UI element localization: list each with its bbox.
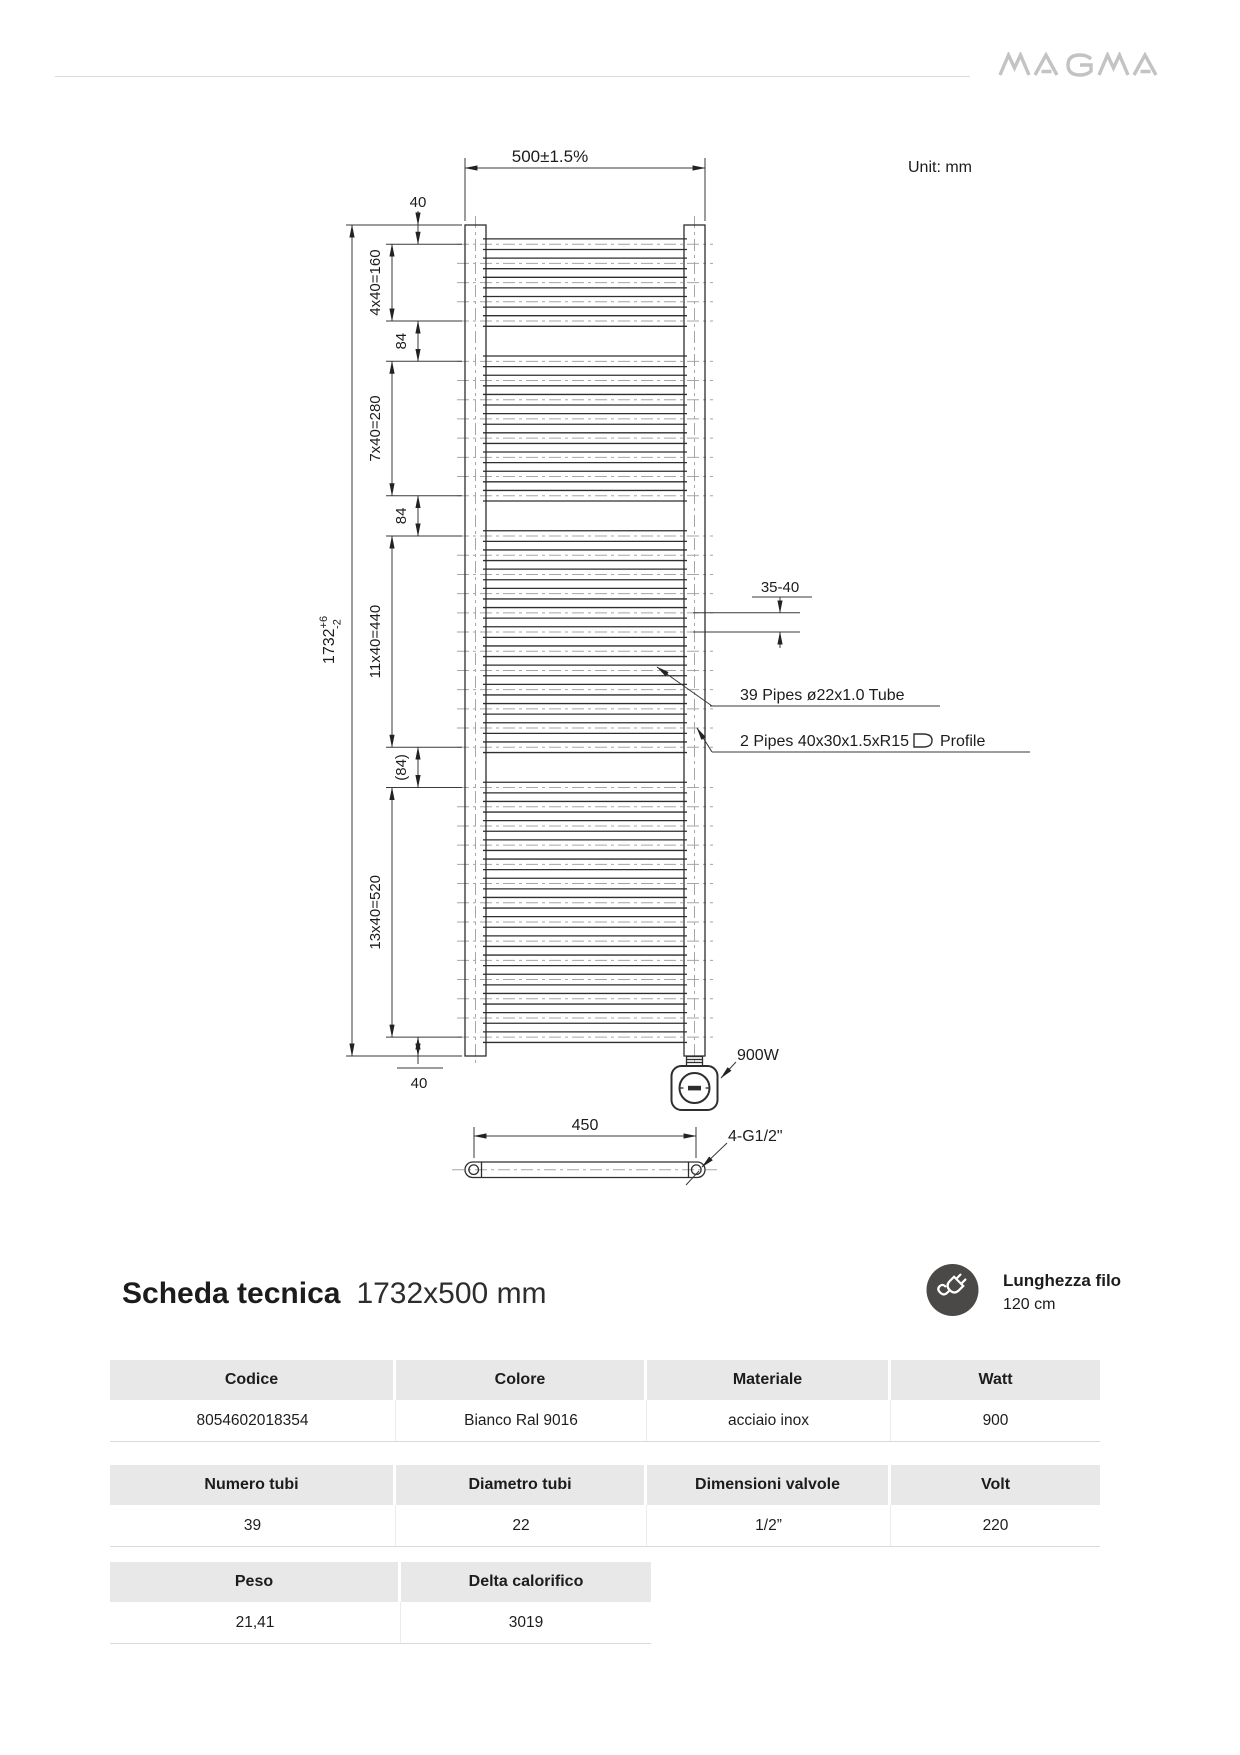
dim-width-450-label: 450: [572, 1117, 599, 1134]
dim-group1-label: 4x40=160: [367, 249, 384, 315]
col-header-colore: Colore: [396, 1360, 647, 1400]
dim-height-label: 1732+6 -2: [318, 616, 344, 664]
table-row: 21,41 3019: [110, 1602, 651, 1644]
dim-group4-label: 13x40=520: [367, 875, 384, 950]
pipes: [457, 238, 713, 1044]
col-header-materiale: Materiale: [647, 1360, 891, 1400]
col-header-diametro-tubi: Diametro tubi: [396, 1465, 647, 1505]
page-title-size: 1732x500 mm: [356, 1277, 547, 1310]
dim-wall-bracket: 35-40: [693, 579, 812, 648]
dim-height-1732: 1732+6 -2: [318, 224, 462, 1057]
dim-group3-label: 11x40=440: [367, 605, 384, 679]
col-header-delta-calorifico: Delta calorifico: [401, 1562, 651, 1602]
cell-peso: 21,41: [110, 1602, 401, 1643]
cell-colore: Bianco Ral 9016: [396, 1400, 647, 1441]
spec-table-hydraulic: Numero tubi Diametro tubi Dimensioni val…: [110, 1465, 1100, 1547]
spec-table-general: Codice Colore Materiale Watt 80546020183…: [110, 1360, 1100, 1442]
annotation-profile-prefix: 2 Pipes 40x30x1.5xR15: [740, 733, 909, 750]
brand-logo: [998, 50, 1178, 83]
col-header-codice: Codice: [110, 1360, 396, 1400]
cell-materiale: acciaio inox: [647, 1400, 891, 1441]
magma-logo-icon: [998, 50, 1158, 77]
annotation-pipes-label: 39 Pipes ø22x1.0 Tube: [740, 687, 905, 704]
annotation-connections-label: 4-G1/2": [728, 1128, 783, 1145]
spec-table-thermal: Peso Delta calorifico 21,41 3019: [110, 1562, 651, 1644]
cable-length-label: Lunghezza filo: [1003, 1271, 1122, 1290]
col-header-volt: Volt: [891, 1465, 1100, 1505]
cell-codice: 8054602018354: [110, 1400, 396, 1441]
table-row: 39 22 1/2” 220: [110, 1505, 1100, 1547]
cell-volt: 220: [891, 1505, 1100, 1546]
cell-diametro-tubi: 22: [396, 1505, 647, 1546]
radiator-front-view: [457, 216, 719, 1111]
page-title: Scheda tecnica 1732x500 mm: [122, 1277, 547, 1311]
cell-dimensioni-valvole: 1/2”: [647, 1505, 891, 1546]
cable-length-value: 120 cm: [1003, 1296, 1056, 1313]
radiator-bottom-view: [452, 1161, 718, 1179]
annotation-power: 900W: [720, 1047, 780, 1079]
annotation-connections: 4-G1/2": [685, 1128, 783, 1186]
extension-lines: [386, 243, 462, 1038]
annotation-power-label: 900W: [737, 1047, 780, 1064]
dim-width-450: 450: [473, 1117, 697, 1158]
annotation-profile-suffix: Profile: [940, 733, 985, 750]
heating-element: [670, 1055, 719, 1111]
dim-width-500: 500±1.5%: [464, 147, 706, 221]
profile-section-icon: [913, 733, 933, 748]
col-header-numero-tubi: Numero tubi: [110, 1465, 396, 1505]
table-row: 8054602018354 Bianco Ral 9016 acciaio in…: [110, 1400, 1100, 1442]
page-title-main: Scheda tecnica: [122, 1277, 341, 1310]
col-header-peso: Peso: [110, 1562, 401, 1602]
cell-numero-tubi: 39: [110, 1505, 396, 1546]
dim-gap3-label: (84): [393, 754, 410, 781]
annotation-profile: 2 Pipes 40x30x1.5xR15 Profile: [696, 727, 1030, 753]
dim-offset-top-label: 40: [410, 194, 427, 211]
dim-gap2-label: 84: [393, 508, 410, 525]
plug-icon: [926, 1264, 979, 1316]
annotation-pipes: 39 Pipes ø22x1.0 Tube: [656, 666, 940, 707]
cell-delta-calorifico: 3019: [401, 1602, 651, 1643]
cable-length-badge: Lunghezza filo 120 cm: [926, 1261, 1121, 1319]
col-header-watt: Watt: [891, 1360, 1100, 1400]
header-divider: [55, 76, 970, 77]
dim-gap1-label: 84: [393, 333, 410, 350]
dim-wall-bracket-label: 35-40: [761, 579, 799, 596]
dim-group2-label: 7x40=280: [367, 395, 384, 461]
cell-watt: 900: [891, 1400, 1100, 1441]
unit-label: Unit: mm: [908, 159, 972, 176]
dim-width-label: 500±1.5%: [512, 147, 588, 166]
dim-offset-bottom-label: 40: [411, 1075, 428, 1092]
col-header-dimensioni-valvole: Dimensioni valvole: [647, 1465, 891, 1505]
dim-pipe-gaps: 40 84 84 (84) 40: [393, 194, 443, 1092]
technical-drawing: 500±1.5% Unit: mm 1732+6 -2: [318, 147, 1030, 1186]
dim-pipe-groups: 4x40=160 7x40=280 11x40=440 13x40=520: [367, 243, 395, 1038]
